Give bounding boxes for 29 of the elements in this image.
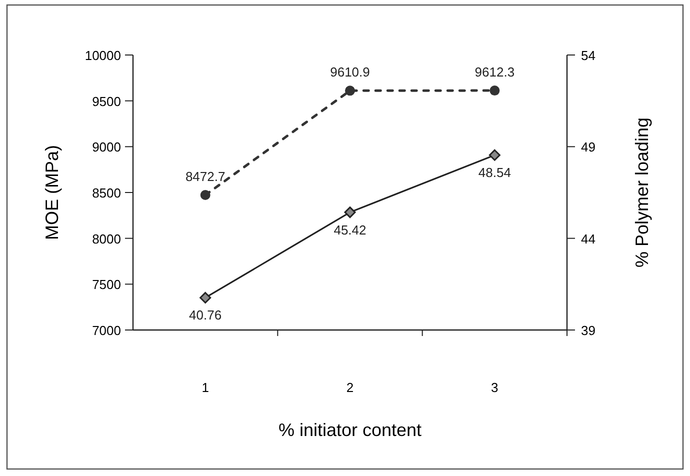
y-axis-title: MOE (MPa): [42, 144, 62, 240]
point: [344, 206, 356, 218]
point: [345, 86, 355, 96]
y-tick-label: 8000: [92, 231, 121, 246]
y2-tick-label: 54: [581, 48, 596, 63]
point: [490, 86, 500, 96]
point: [488, 149, 500, 161]
data-label: 48.54: [478, 165, 511, 180]
y-tick-label: 10000: [84, 48, 121, 63]
data-label: 9610.9: [330, 64, 370, 80]
y2-axis-title: % Polymer loading: [632, 117, 652, 268]
point: [200, 190, 210, 200]
x-axis-title: % initiator content: [278, 420, 422, 440]
data-label: 40.76: [189, 308, 222, 323]
data-label: 8472.7: [185, 169, 226, 184]
y2-tick-label: 44: [581, 231, 596, 246]
point: [200, 292, 212, 304]
y-tick-label: 9500: [92, 94, 121, 109]
x-tick-label: 1: [202, 380, 209, 395]
x-tick-label: 3: [491, 380, 498, 395]
x-tick-label: 2: [346, 380, 354, 395]
y-tick-label: 7500: [92, 277, 121, 292]
y2-tick-label: 39: [581, 323, 596, 338]
y-tick-label: 9000: [92, 140, 121, 155]
y-tick-label: 7000: [92, 323, 121, 338]
y2-tick-label: 49: [581, 140, 596, 155]
y-tick-label: 8500: [92, 186, 121, 200]
data-label: 9612.3: [474, 64, 515, 80]
data-label: 45.42: [334, 222, 366, 238]
